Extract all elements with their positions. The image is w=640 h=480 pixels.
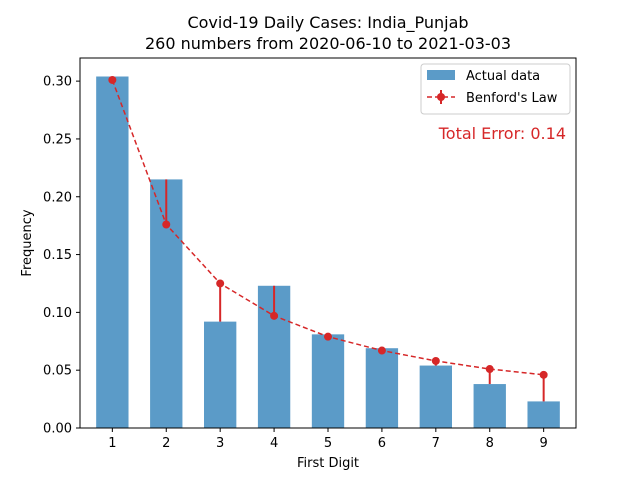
- benford-point-digit-7: [431, 356, 440, 365]
- y-tick-label-0: 0.00: [43, 422, 72, 437]
- x-tick-label-4: 4: [270, 436, 278, 451]
- bar-digit-8: [473, 384, 506, 428]
- chart-title: Covid-19 Daily Cases: India_Punjab: [187, 13, 468, 33]
- x-tick-label-7: 7: [432, 436, 440, 451]
- legend-label-actual-data: Actual data: [466, 69, 540, 84]
- legend-label-benford: Benford's Law: [466, 91, 558, 106]
- legend: Actual data Benford's Law: [420, 63, 571, 115]
- legend-swatch-actual-data: [427, 70, 455, 80]
- benford-point-digit-3: [216, 279, 225, 288]
- y-tick-label-6: 0.30: [43, 75, 72, 90]
- benford-point-digit-9: [539, 370, 548, 379]
- x-tick-label-9: 9: [540, 436, 548, 451]
- plot-area: 1 2 3 4 5 6 7 8 9 0.00 0.05 0.10 0.15 0.20 0.25 0.30: [43, 57, 577, 451]
- x-tick-label-6: 6: [378, 436, 386, 451]
- x-tick-label-3: 3: [216, 436, 224, 451]
- legend-swatch-benford-marker: [437, 93, 445, 101]
- x-axis-label: First Digit: [297, 456, 359, 471]
- benford-point-digit-4: [270, 311, 279, 320]
- bar-digit-5: [311, 334, 345, 428]
- bar-digit-3: [204, 321, 237, 428]
- y-tick-label-3: 0.15: [43, 248, 72, 263]
- benford-point-digit-2: [162, 220, 171, 229]
- x-tick-label-2: 2: [162, 436, 170, 451]
- y-axis-label: Frequency: [20, 209, 35, 276]
- bar-digit-9: [527, 401, 560, 428]
- y-tick-label-4: 0.20: [43, 190, 72, 205]
- x-tick-label-1: 1: [108, 436, 116, 451]
- x-tick-label-8: 8: [486, 436, 494, 451]
- benford-point-digit-8: [485, 365, 494, 374]
- y-tick-label-5: 0.25: [43, 132, 72, 147]
- y-tick-label-1: 0.05: [43, 364, 72, 379]
- benford-point-digit-5: [324, 332, 332, 341]
- chart-subtitle: 260 numbers from 2020-06-10 to 2021-03-0…: [145, 34, 511, 53]
- total-error-annotation: Total Error: 0.14: [438, 124, 566, 143]
- benford-point-digit-6: [377, 346, 386, 355]
- benford-point-digit-1: [108, 75, 117, 84]
- legend-box: [420, 63, 571, 115]
- y-tick-label-2: 0.10: [43, 306, 72, 321]
- bar-digit-6: [365, 348, 399, 428]
- bar-digit-1: [96, 76, 129, 428]
- bar-digit-7: [419, 365, 452, 428]
- x-tick-label-5: 5: [324, 436, 332, 451]
